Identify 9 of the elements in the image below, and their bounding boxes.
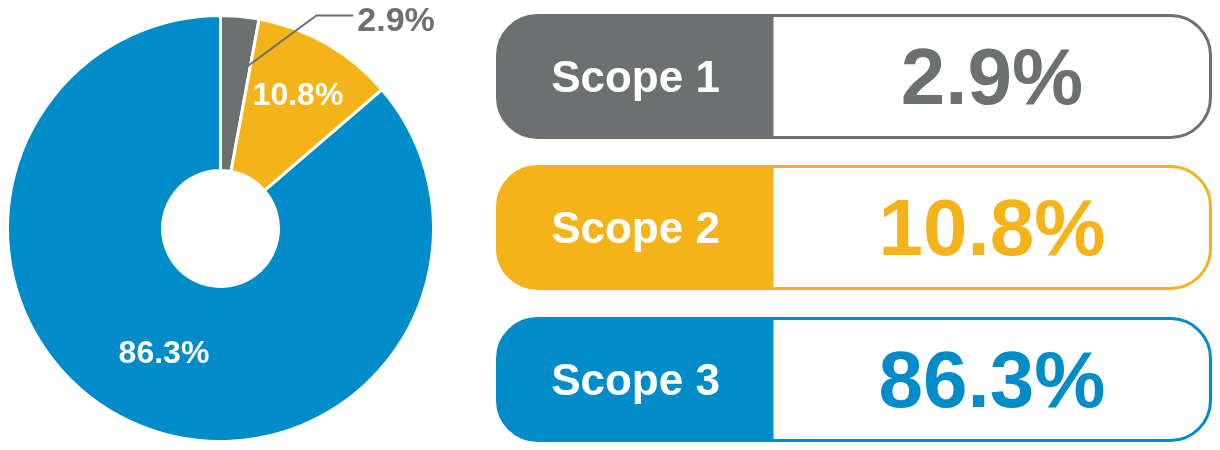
text: 2.9% <box>900 32 1084 121</box>
data-label: 10.8% <box>252 75 344 112</box>
text: 86.3% <box>878 335 1106 424</box>
data-label: 2.9% <box>357 0 435 38</box>
legend-label: Scope 1 <box>551 52 720 101</box>
text: 10.8% <box>878 183 1106 272</box>
legend-label: Scope 3 <box>551 355 720 404</box>
legend-label: Scope 2 <box>551 203 720 252</box>
data-label: 86.3% <box>118 333 210 370</box>
